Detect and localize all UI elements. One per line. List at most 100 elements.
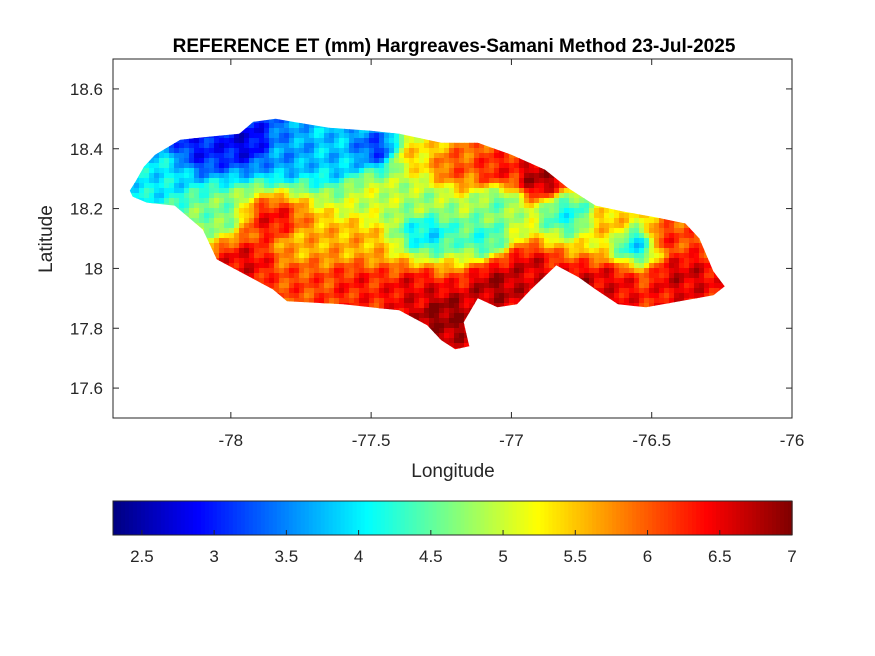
heat-cell — [574, 203, 580, 209]
heat-cell — [384, 198, 390, 204]
heat-cell — [284, 198, 290, 204]
heat-cell — [669, 263, 675, 269]
heat-cell — [644, 218, 650, 224]
heat-cell — [249, 213, 255, 219]
heat-cell — [389, 283, 395, 289]
heat-cell — [249, 188, 255, 194]
heat-cell — [369, 278, 375, 284]
heat-cell — [379, 248, 385, 254]
heat-cell — [244, 218, 250, 224]
heat-cell — [239, 188, 245, 194]
heat-cell — [204, 223, 210, 229]
heat-cell — [309, 203, 315, 209]
heat-cell — [359, 298, 365, 304]
heat-cell — [644, 238, 650, 244]
heat-cell — [469, 178, 475, 184]
heat-cell — [289, 248, 295, 254]
heat-cell — [574, 263, 580, 269]
heat-cell — [209, 198, 215, 204]
heat-cell — [379, 198, 385, 204]
heat-cell — [659, 243, 665, 249]
heat-cell — [534, 168, 540, 174]
heat-cell — [404, 163, 410, 169]
heat-cell — [609, 293, 615, 299]
heat-cell — [314, 248, 320, 254]
heat-cell — [464, 283, 470, 289]
heat-cell — [564, 233, 570, 239]
heat-cell — [459, 313, 465, 319]
heat-cell — [544, 238, 550, 244]
heat-cell — [414, 173, 420, 179]
heat-cell — [669, 253, 675, 259]
heat-cell — [444, 143, 450, 149]
heat-cell — [329, 268, 335, 274]
heat-cell — [344, 208, 350, 214]
heat-cell — [464, 218, 470, 224]
heat-cell — [374, 238, 380, 244]
heat-cell — [439, 248, 445, 254]
heat-cell — [469, 263, 475, 269]
heat-cell — [484, 183, 490, 189]
heat-cell — [449, 218, 455, 224]
heat-cell — [489, 253, 495, 259]
heat-cell — [184, 163, 190, 169]
heat-cell — [384, 268, 390, 274]
heat-cell — [524, 168, 530, 174]
heat-cell — [364, 208, 370, 214]
heat-cell — [339, 208, 345, 214]
heat-cell — [354, 138, 360, 144]
heat-cell — [249, 193, 255, 199]
heat-cell — [639, 248, 645, 254]
heat-cell — [209, 223, 215, 229]
heat-cell — [414, 283, 420, 289]
heat-cell — [639, 283, 645, 289]
heat-cell — [564, 203, 570, 209]
heat-cell — [364, 138, 370, 144]
heat-cell — [424, 308, 430, 314]
heat-cell — [474, 143, 480, 149]
heat-cell — [269, 163, 275, 169]
heat-cell — [439, 258, 445, 264]
heat-cell — [479, 263, 485, 269]
heat-cell — [499, 288, 505, 294]
heat-cell — [224, 198, 230, 204]
heat-cell — [504, 283, 510, 289]
heat-cell — [299, 253, 305, 259]
heat-cell — [444, 308, 450, 314]
heat-cell — [309, 148, 315, 154]
heat-cell — [454, 188, 460, 194]
heat-cell — [474, 278, 480, 284]
heat-cell — [329, 183, 335, 189]
heat-cell — [454, 258, 460, 264]
heat-cell — [149, 198, 155, 204]
heat-cell — [169, 163, 175, 169]
heat-cell — [259, 153, 265, 159]
heat-cell — [359, 173, 365, 179]
heat-cell — [134, 193, 140, 199]
heat-cell — [309, 213, 315, 219]
heat-cell — [404, 208, 410, 214]
heat-cell — [409, 168, 415, 174]
heat-cell — [339, 283, 345, 289]
heat-cell — [174, 183, 180, 189]
heat-cell — [339, 233, 345, 239]
heat-cell — [404, 308, 410, 314]
heat-cell — [329, 298, 335, 304]
heat-cell — [374, 168, 380, 174]
heat-cell — [274, 213, 280, 219]
heat-cell — [354, 298, 360, 304]
heat-cell — [529, 168, 535, 174]
heat-cell — [169, 193, 175, 199]
heat-cell — [169, 168, 175, 174]
heat-cell — [384, 218, 390, 224]
heat-cell — [569, 193, 575, 199]
heat-cell — [429, 298, 435, 304]
heat-cell — [634, 268, 640, 274]
heat-cell — [549, 173, 555, 179]
heat-cell — [639, 263, 645, 269]
heat-cell — [369, 158, 375, 164]
heat-cell — [419, 223, 425, 229]
heat-cell — [654, 218, 660, 224]
heat-cell — [224, 233, 230, 239]
heat-cell — [599, 223, 605, 229]
